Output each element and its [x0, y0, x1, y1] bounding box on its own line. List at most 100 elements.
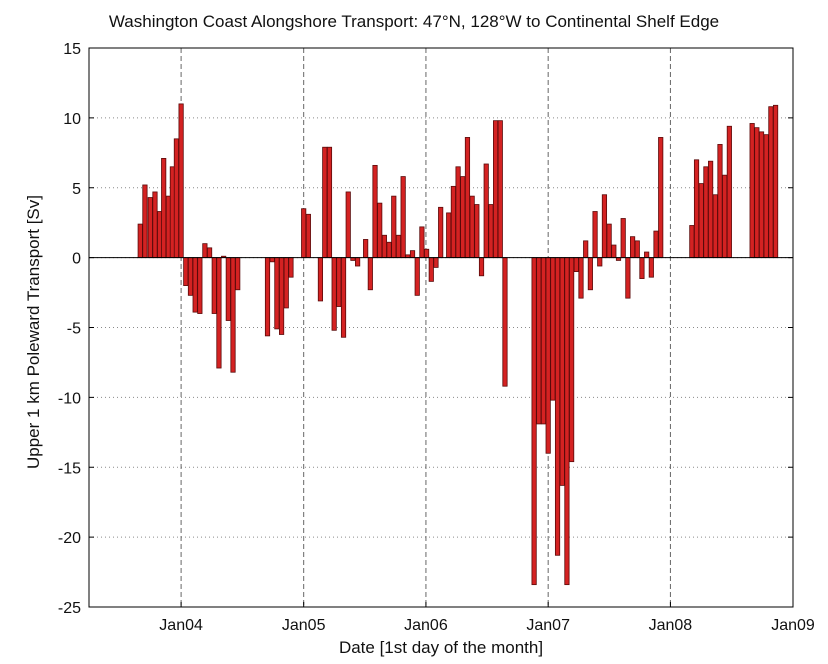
data-bar	[331, 257, 337, 331]
y-tick-label: 15	[63, 41, 81, 58]
chart-title: Washington Coast Alongshore Transport: 4…	[108, 12, 720, 31]
x-tick-label: Jan06	[404, 617, 448, 634]
data-bar	[722, 174, 728, 259]
data-bar	[464, 137, 471, 259]
data-bar	[540, 257, 547, 425]
data-bar	[345, 191, 351, 259]
data-bar	[178, 103, 184, 259]
data-bar	[583, 240, 589, 259]
data-bar	[717, 144, 723, 259]
data-bar	[372, 164, 378, 259]
data-bar	[152, 191, 158, 259]
data-bar	[395, 234, 402, 259]
data-bar	[634, 240, 640, 259]
data-bar	[400, 176, 406, 259]
data-bar	[279, 257, 285, 335]
data-bar	[183, 257, 189, 286]
data-bar	[545, 257, 551, 454]
data-bar	[587, 257, 593, 291]
data-bar	[161, 158, 167, 259]
data-bar	[502, 257, 508, 387]
data-bar	[689, 225, 695, 259]
data-bar	[187, 257, 194, 296]
data-bar	[450, 185, 456, 259]
data-bar	[235, 257, 241, 291]
data-bar	[230, 257, 236, 373]
data-bar	[611, 244, 617, 259]
data-bar	[773, 104, 779, 259]
data-bar	[708, 160, 714, 259]
data-bar	[639, 257, 645, 279]
data-bar	[211, 257, 217, 314]
data-bar	[216, 257, 222, 369]
bars-layer	[137, 103, 779, 586]
data-bar	[381, 234, 387, 259]
data-bar	[712, 194, 718, 259]
data-bar	[428, 257, 434, 282]
data-bar	[305, 213, 311, 259]
data-bar	[274, 257, 280, 330]
data-bar	[620, 218, 626, 259]
data-bar	[488, 204, 494, 259]
y-tick-label: -20	[58, 530, 81, 547]
ticks-layer: -25 -20 -15 -10 -5 0 5 10 15 Jan04 Jan05 Jan06 Jan07…	[58, 41, 815, 634]
data-bar	[698, 183, 704, 259]
y-tick-label: -10	[58, 390, 81, 407]
data-bar	[391, 195, 397, 259]
data-bar	[573, 257, 579, 273]
data-bar	[625, 257, 631, 299]
data-bar	[288, 257, 294, 278]
data-bar	[322, 146, 328, 259]
data-bar	[758, 131, 765, 259]
data-bar	[569, 257, 575, 463]
grid-layer	[89, 48, 794, 607]
data-bar	[340, 257, 347, 338]
data-bar	[644, 251, 650, 259]
y-tick-label: -5	[67, 321, 81, 338]
data-bar	[137, 223, 143, 259]
data-bar	[173, 138, 179, 259]
data-bar	[317, 257, 324, 302]
data-bar	[564, 257, 570, 586]
data-bar	[493, 120, 499, 259]
x-tick-label: Jan09	[771, 617, 815, 634]
data-bar	[474, 204, 480, 259]
data-bar	[554, 257, 561, 556]
data-bar	[197, 257, 203, 314]
data-bar	[629, 236, 636, 259]
y-tick-label: -25	[58, 600, 81, 617]
data-bar	[409, 250, 416, 259]
data-bar	[763, 134, 769, 259]
x-tick-label: Jan07	[526, 617, 570, 634]
data-bar	[424, 248, 430, 259]
x-tick-label: Jan04	[159, 617, 203, 634]
data-bar	[749, 123, 755, 259]
data-bar	[601, 194, 608, 259]
data-bar	[693, 159, 700, 259]
data-bar	[269, 257, 275, 263]
data-bar	[414, 257, 420, 296]
data-bar	[202, 243, 208, 259]
data-bar	[536, 257, 542, 425]
y-tick-label: -15	[58, 460, 81, 477]
data-bar	[703, 166, 709, 259]
data-bar	[578, 257, 584, 299]
data-bar	[225, 257, 231, 321]
x-axis-label: Date [1st day of the month]	[338, 638, 544, 657]
data-bar	[455, 166, 461, 259]
x-tick-label: Jan05	[282, 617, 326, 634]
data-bar	[283, 257, 289, 309]
data-bar	[653, 230, 659, 259]
data-bar	[192, 257, 198, 313]
data-bar	[597, 257, 603, 267]
data-bar	[355, 257, 361, 267]
data-bar	[367, 257, 373, 291]
data-bar	[264, 257, 271, 337]
data-bar	[648, 257, 654, 278]
data-bar	[550, 257, 556, 401]
x-tick-label: Jan08	[649, 617, 693, 634]
data-bar	[592, 211, 598, 259]
data-bar	[483, 163, 489, 259]
data-bar	[446, 212, 452, 259]
